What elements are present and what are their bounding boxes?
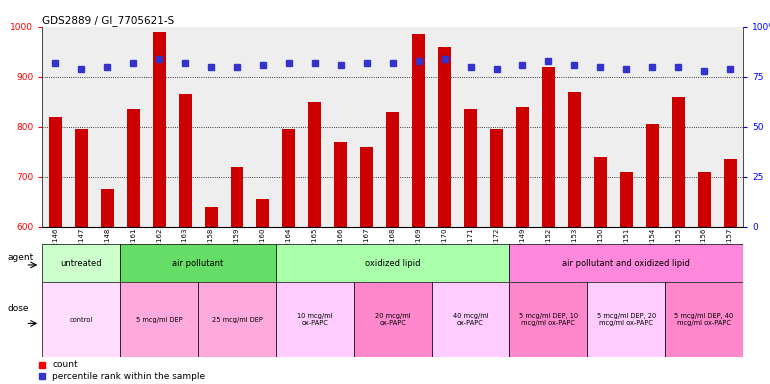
Text: 5 mcg/ml DEP, 10
mcg/ml ox-PAPC: 5 mcg/ml DEP, 10 mcg/ml ox-PAPC: [519, 313, 578, 326]
Bar: [438, 47, 451, 227]
Bar: [490, 129, 503, 227]
Bar: [75, 129, 88, 227]
Bar: [464, 109, 477, 227]
Bar: [588, 282, 665, 357]
Bar: [256, 199, 270, 227]
Bar: [568, 92, 581, 227]
Bar: [205, 207, 218, 227]
Bar: [665, 282, 743, 357]
Bar: [127, 109, 139, 227]
Bar: [179, 94, 192, 227]
Bar: [198, 282, 276, 357]
Bar: [120, 244, 276, 282]
Bar: [698, 172, 711, 227]
Text: air pollutant and oxidized lipid: air pollutant and oxidized lipid: [562, 258, 690, 268]
Bar: [360, 147, 373, 227]
Bar: [101, 189, 114, 227]
Bar: [283, 129, 296, 227]
Bar: [412, 34, 425, 227]
Text: 5 mcg/ml DEP, 20
mcg/ml ox-PAPC: 5 mcg/ml DEP, 20 mcg/ml ox-PAPC: [597, 313, 656, 326]
Text: 5 mcg/ml DEP: 5 mcg/ml DEP: [136, 317, 182, 323]
Text: control: control: [69, 317, 93, 323]
Bar: [230, 167, 243, 227]
Bar: [594, 157, 607, 227]
Text: dose: dose: [8, 304, 29, 313]
Bar: [353, 282, 432, 357]
Bar: [276, 282, 353, 357]
Bar: [510, 282, 588, 357]
Text: agent: agent: [8, 253, 34, 262]
Bar: [276, 244, 510, 282]
Bar: [334, 142, 347, 227]
Bar: [542, 67, 555, 227]
Text: air pollutant: air pollutant: [172, 258, 224, 268]
Bar: [308, 102, 321, 227]
Bar: [49, 117, 62, 227]
Text: 20 mcg/ml
ox-PAPC: 20 mcg/ml ox-PAPC: [375, 313, 410, 326]
Bar: [724, 159, 737, 227]
Text: 25 mcg/ml DEP: 25 mcg/ml DEP: [212, 317, 263, 323]
Text: 40 mcg/ml
ox-PAPC: 40 mcg/ml ox-PAPC: [453, 313, 488, 326]
Text: 10 mcg/ml
ox-PAPC: 10 mcg/ml ox-PAPC: [297, 313, 333, 326]
Text: percentile rank within the sample: percentile rank within the sample: [52, 372, 206, 381]
Bar: [387, 112, 399, 227]
Text: untreated: untreated: [61, 258, 102, 268]
Text: 5 mcg/ml DEP, 40
mcg/ml ox-PAPC: 5 mcg/ml DEP, 40 mcg/ml ox-PAPC: [675, 313, 734, 326]
Bar: [120, 282, 198, 357]
Bar: [516, 107, 529, 227]
Bar: [510, 244, 743, 282]
Bar: [432, 282, 510, 357]
Bar: [152, 32, 166, 227]
Text: GDS2889 / GI_7705621-S: GDS2889 / GI_7705621-S: [42, 15, 175, 26]
Bar: [620, 172, 633, 227]
Text: count: count: [52, 360, 78, 369]
Bar: [646, 124, 658, 227]
Bar: [671, 97, 685, 227]
Bar: [42, 282, 120, 357]
Bar: [42, 244, 120, 282]
Text: oxidized lipid: oxidized lipid: [365, 258, 420, 268]
